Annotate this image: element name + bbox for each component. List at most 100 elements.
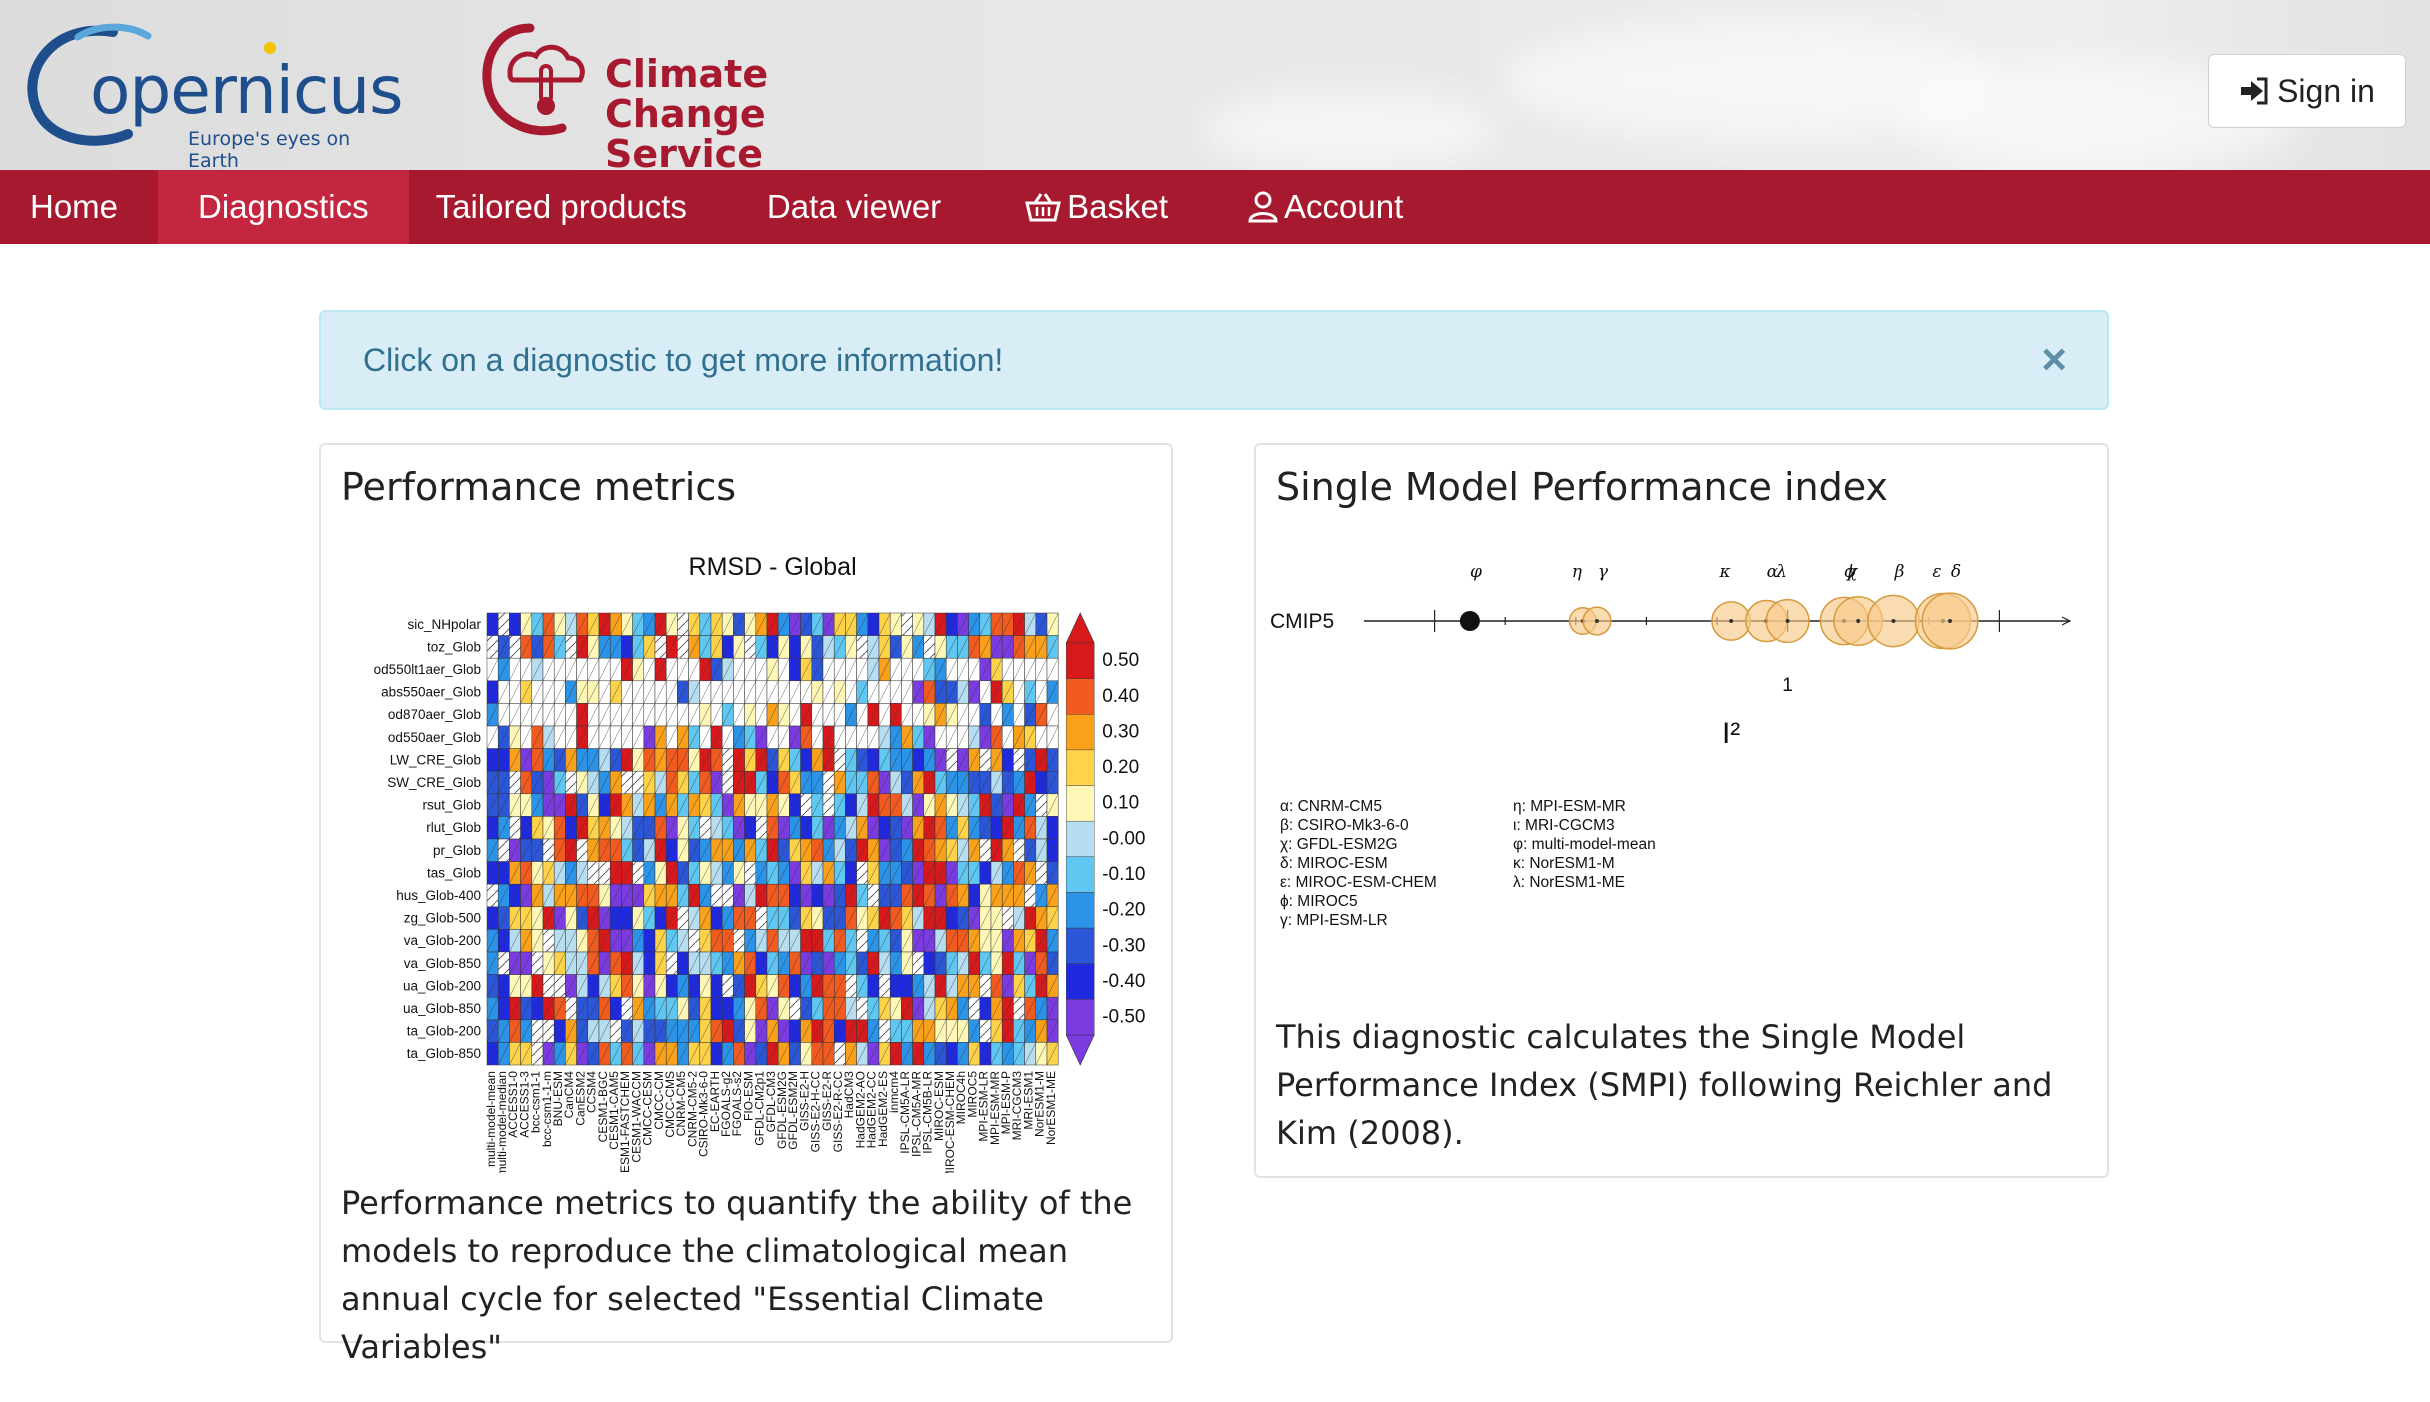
heatmap-cell-divider [968,951,980,975]
heatmap-cell-divider [834,1019,846,1043]
heatmap-cell [979,1019,992,1043]
sign-in-button[interactable]: Sign in [2208,54,2406,128]
heatmap-cell-divider [666,748,678,772]
heatmap-cell-divider [946,635,958,659]
heatmap-cell-divider [923,771,936,794]
nav-account[interactable]: Account [1208,170,1443,244]
user-icon [1248,191,1278,223]
heatmap-cell-divider [766,1019,779,1043]
nav-data-viewer[interactable]: Data viewer [727,170,981,244]
heatmap-cell-divider [834,906,846,930]
heatmap-cell [576,838,589,862]
heatmap-cell-divider [789,1019,801,1043]
heatmap-cell-divider [811,658,824,681]
smpi-marker [1459,611,1480,631]
heatmap-cell-divider [901,906,913,930]
colorbar-tick-label: -0.40 [1102,971,1145,992]
heatmap-cell-divider [979,635,992,659]
heatmap-cell-divider [733,725,745,749]
heatmap-cell-divider [845,635,857,659]
heatmap-cell-divider [957,906,969,930]
diagnostic-card-performance-metrics[interactable]: Performance metrics RMSD - Global sic_NHp… [319,443,1173,1366]
heatmap-cell-divider [766,861,779,885]
nav-diagnostics[interactable]: Diagnostics [158,170,409,244]
main-navbar: Home Diagnostics Tailored products Data … [0,170,2430,244]
heatmap-cell-divider [610,680,622,704]
heatmap-cell [923,635,936,659]
heatmap-cell-divider [1035,1042,1048,1066]
heatmap-cell-divider [576,906,588,930]
smpi-legend-entry: ι: MRI-CGCM3 [1513,817,1615,834]
heatmap-cell-divider [666,612,678,636]
heatmap-cell-divider [1046,793,1059,817]
heatmap-column-label: NorESM1-ME [1044,1071,1058,1145]
heatmap-cell-divider [912,1019,924,1043]
copernicus-logo[interactable]: opernicus Europe's eyes on Earth [18,12,404,170]
heatmap-cell-divider [722,861,734,885]
smpi-legend-entry: ε: MIROC-ESM-CHEM [1280,874,1437,891]
heatmap-cell-divider [946,612,958,636]
heatmap-cell-divider [867,612,880,636]
heatmap-cell-divider [878,771,891,794]
heatmap-cell-divider [979,793,992,817]
heatmap-cell-divider [744,703,756,727]
heatmap-cell-divider [576,951,588,975]
heatmap-cell-divider [766,838,779,862]
heatmap-cell-divider [654,838,667,862]
heatmap-cell-divider [654,906,667,930]
heatmap-cell-divider [946,838,958,862]
heatmap-cell-divider [699,703,712,727]
heatmap-cell-divider [867,748,880,772]
heatmap-cell-divider [486,861,499,885]
heatmap-cell-divider [901,838,913,862]
heatmap-cell-divider [811,861,824,885]
nav-home[interactable]: Home [0,170,158,244]
heatmap-cell-divider [677,725,689,749]
heatmap-cell-divider [811,635,824,659]
heatmap-cell [553,974,566,998]
heatmap-cell-divider [498,974,510,998]
heatmap-cell-divider [901,997,913,1020]
heatmap-cell-divider [867,997,880,1020]
heatmap-cell-divider [610,725,622,749]
nav-tailored-products[interactable]: Tailored products [409,170,727,244]
heatmap-cell [901,612,913,636]
heatmap-cell-divider [778,725,790,749]
heatmap-cell-divider [733,997,745,1020]
heatmap-cell-divider [654,771,667,794]
diagnostic-card-smpi[interactable]: Single Model Performance index CMIP5 1 I² φ… [1254,443,2109,1178]
heatmap-cell-divider [968,793,980,817]
heatmap-cell [945,748,958,772]
heatmap-cell [587,861,600,885]
heatmap-cell-divider [934,725,947,749]
heatmap-cell-divider [755,680,768,704]
heatmap-cell-divider [587,793,600,817]
heatmap-cell-divider [509,997,521,1020]
close-icon[interactable]: × [2041,335,2067,384]
heatmap-row-label: od550lt1aer_Glob [374,662,481,677]
heatmap-cell-divider [968,1042,980,1066]
heatmap-cell-divider [722,906,734,930]
heatmap-cell-divider [912,861,924,885]
heatmap-cell-divider [643,1042,656,1066]
heatmap-cell-divider [778,951,790,975]
heatmap-cell-divider [699,725,712,749]
heatmap-cell-divider [654,951,667,975]
heatmap-column-label: BNU-ESM [551,1071,565,1126]
heatmap-cell-divider [565,974,577,998]
heatmap-cell-divider [565,838,577,862]
heatmap-cell [497,612,510,636]
heatmap-cell-divider [498,1042,510,1066]
heatmap-cell-divider [923,793,936,817]
heatmap-column-label: MIROC5 [965,1071,979,1118]
smpi-marker-symbol: η [1572,562,1583,582]
heatmap-cell-divider [856,1042,868,1066]
heatmap-cell-divider [621,680,633,704]
heatmap-cell-divider [677,951,689,975]
heatmap-cell-divider [822,997,835,1020]
heatmap-cell-divider [576,748,588,772]
heatmap-cell-divider [811,771,824,794]
nav-basket[interactable]: Basket [981,170,1208,244]
climate-change-service-logo[interactable]: Climate Change Service [470,10,890,170]
heatmap-column-label: CESM1-FASTCHEM [618,1071,632,1173]
